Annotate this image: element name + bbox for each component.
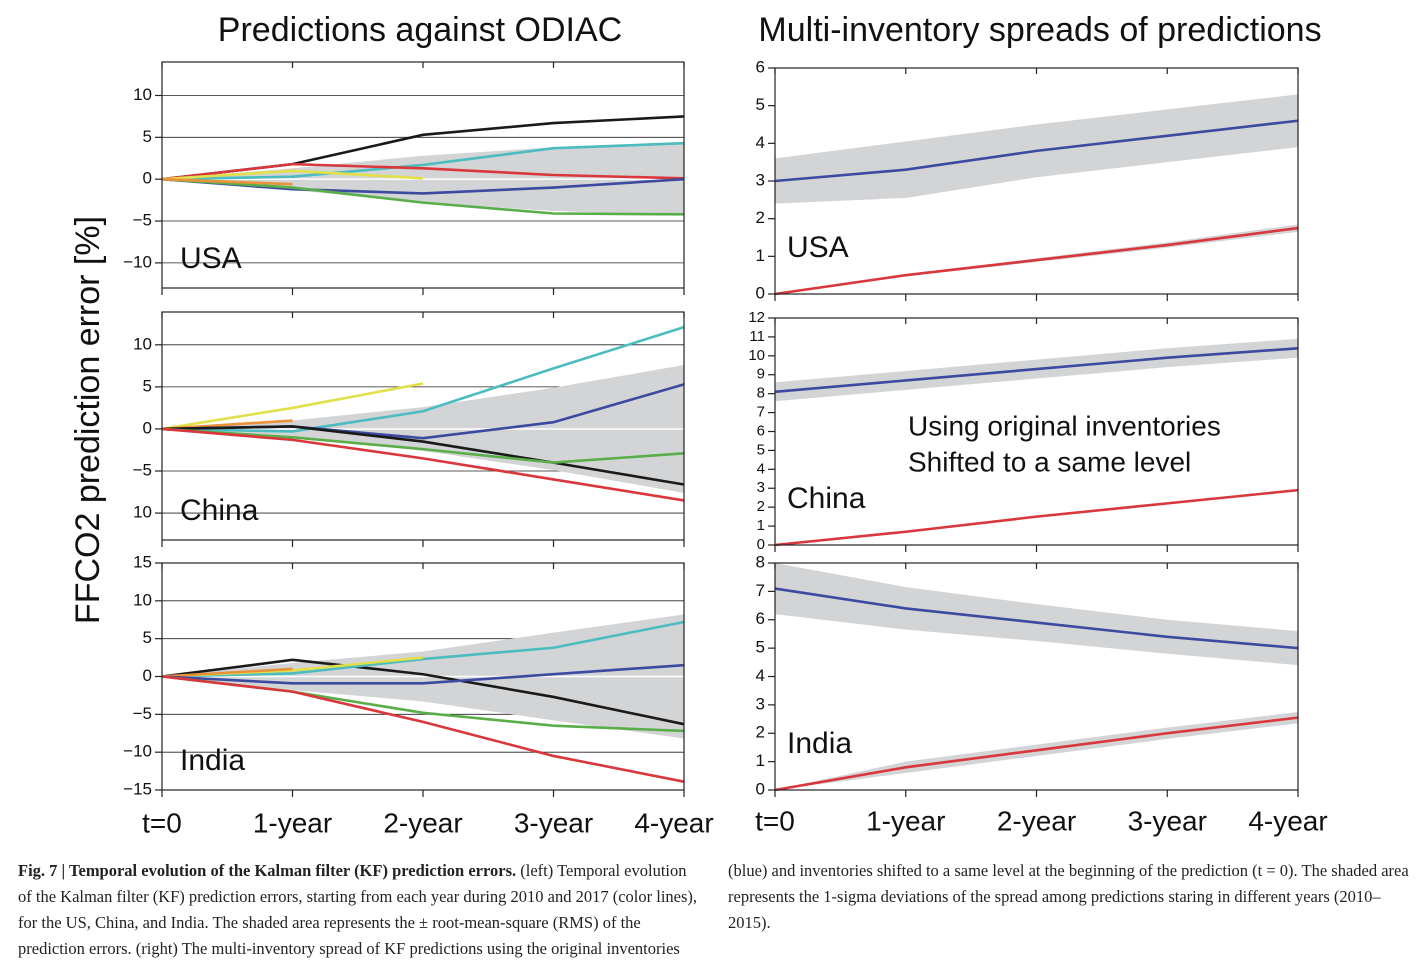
y-tick-label: 5 — [143, 376, 152, 395]
y-tick-label: 1 — [756, 751, 765, 770]
series-line — [161, 427, 685, 502]
x-tick-label: 2-year — [997, 805, 1076, 836]
figure: FFCO2 prediction error [%] Predictions a… — [69, 11, 1328, 838]
y-tick-label: 3 — [756, 170, 765, 189]
series-line — [161, 425, 685, 486]
series-line — [161, 667, 293, 678]
y-tick-label: 6 — [756, 57, 765, 76]
y-tick-label: 15 — [133, 552, 152, 571]
y-tick-label: 5 — [143, 628, 152, 647]
y-tick-label: 1 — [756, 246, 765, 265]
y-tick-label: 10 — [133, 503, 152, 522]
x-tick-label: 4-year — [1248, 805, 1327, 836]
x-tick-label: 2-year — [383, 807, 462, 838]
y-tick-label: 5 — [143, 127, 152, 146]
panel-label: USA — [180, 242, 242, 275]
y-tick-label: 1 — [757, 517, 765, 534]
column-title: Predictions against ODIAC — [218, 11, 622, 49]
y-tick-label: 2 — [756, 723, 765, 742]
column-title: Multi-inventory spreads of predictions — [758, 11, 1321, 49]
series-line — [161, 325, 685, 433]
y-tick-label: 10 — [133, 590, 152, 609]
x-tick-label: t=0 — [755, 805, 795, 836]
y-tick-label: 3 — [757, 479, 765, 496]
x-tick-label: 3-year — [514, 807, 593, 838]
caption: Fig. 7 | Temporal evolution of the Kalma… — [18, 858, 1410, 968]
series-line — [161, 427, 685, 464]
series-line — [774, 119, 1299, 183]
y-tick-label: 0 — [143, 418, 152, 437]
series-line — [161, 620, 685, 678]
y-tick-label: 0 — [756, 779, 765, 798]
series-line — [774, 226, 1299, 296]
y-tick-label: 3 — [756, 694, 765, 713]
series-line — [161, 675, 685, 783]
series-line — [161, 382, 424, 431]
panel-label: China — [787, 482, 866, 515]
caption-text: (left) Temporal evolution of the Kalman … — [18, 861, 1409, 958]
series-line — [161, 177, 293, 186]
y-tick-label: −15 — [123, 779, 152, 798]
y-tick-label: 0 — [756, 283, 765, 302]
series-line — [774, 587, 1299, 650]
y-tick-label: 4 — [756, 666, 765, 685]
y-tick-label: −10 — [123, 742, 152, 761]
spread-band — [775, 563, 1298, 666]
y-tick-label: 8 — [757, 385, 765, 402]
y-tick-label: 10 — [133, 334, 152, 353]
x-tick-label: 1-year — [253, 807, 332, 838]
y-tick-label: 4 — [757, 460, 765, 477]
spread-band — [775, 94, 1298, 204]
y-tick-label: 6 — [756, 609, 765, 628]
y-tick-label: 7 — [757, 404, 765, 421]
y-tick-label: −5 — [133, 704, 152, 723]
y-tick-label: −5 — [133, 211, 152, 230]
x-tick-label: 3-year — [1128, 805, 1207, 836]
y-tick-label: 0 — [143, 666, 152, 685]
series-line — [161, 663, 685, 685]
y-tick-label: 5 — [756, 638, 765, 657]
y-tick-label: 0 — [757, 536, 765, 553]
series-line — [161, 162, 685, 181]
panel-label: India — [180, 744, 245, 777]
y-tick-label: 5 — [756, 95, 765, 114]
y-tick-label: 0 — [143, 169, 152, 188]
y-tick-label: 6 — [757, 422, 765, 439]
y-tick-label: 9 — [757, 366, 765, 383]
y-tick-label: 4 — [756, 133, 765, 152]
panel-label: China — [180, 494, 259, 527]
y-axis-label: FFCO2 prediction error [%] — [69, 216, 107, 624]
y-tick-label: 10 — [133, 85, 152, 104]
series-line — [161, 658, 685, 726]
series-line — [161, 141, 685, 181]
x-tick-label: 4-year — [634, 807, 713, 838]
caption-bold: Fig. 7 | Temporal evolution of the Kalma… — [18, 861, 517, 880]
series-line — [774, 346, 1299, 394]
x-tick-label: 1-year — [866, 805, 945, 836]
legend-entry: Shifted to a same level — [908, 446, 1191, 477]
y-tick-label: 2 — [756, 208, 765, 227]
panel-label: USA — [787, 231, 849, 264]
y-tick-label: 12 — [748, 309, 765, 326]
y-tick-label: −10 — [123, 252, 152, 271]
y-tick-label: 8 — [756, 552, 765, 571]
y-tick-label: 2 — [757, 498, 765, 515]
y-tick-label: 10 — [748, 347, 765, 364]
panel-label: India — [787, 727, 852, 760]
series-line — [161, 169, 424, 181]
y-tick-label: 7 — [756, 581, 765, 600]
series-line — [774, 716, 1299, 792]
x-tick-label: t=0 — [142, 807, 182, 838]
series-line — [774, 488, 1299, 547]
legend-entry: Using original inventories — [908, 410, 1221, 441]
series-line — [161, 177, 685, 216]
y-tick-label: −5 — [133, 460, 152, 479]
y-tick-label: 5 — [757, 441, 765, 458]
y-tick-label: 11 — [749, 328, 765, 345]
